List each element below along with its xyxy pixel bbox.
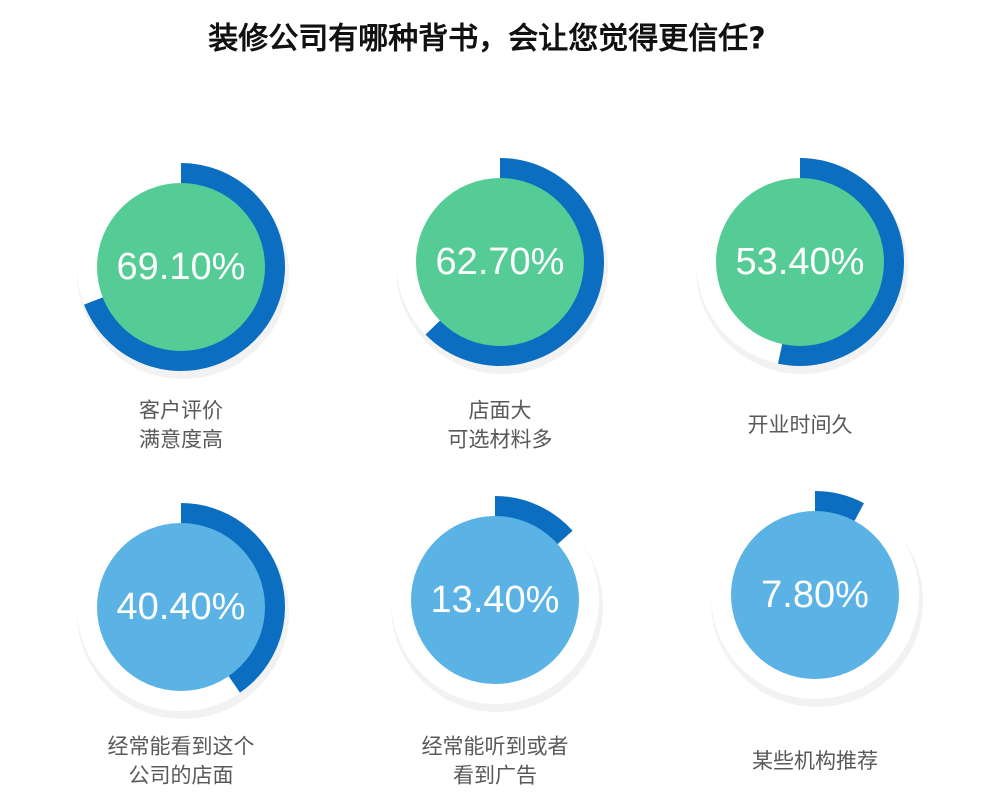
ring-arc [495, 496, 573, 549]
category-label: 经常能听到或者 [422, 735, 569, 759]
category-label: 可选材料多 [448, 428, 553, 452]
inner-circle [731, 511, 899, 679]
chart-title: 装修公司有哪种背书，会让您觉得更信任? [208, 22, 765, 57]
inner-circle [716, 178, 884, 346]
value-label: 13.40% [431, 579, 560, 621]
category-label: 客户评价 [139, 399, 223, 423]
ring-arc [777, 158, 904, 366]
value-label: 62.70% [436, 241, 565, 283]
value-label: 7.80% [761, 574, 869, 616]
category-label: 店面大 [469, 399, 532, 423]
category-label: 公司的店面 [129, 764, 234, 788]
category-label: 某些机构推荐 [752, 749, 878, 773]
category-label: 满意度高 [139, 428, 223, 452]
category-label: 看到广告 [453, 764, 537, 788]
inner-circle [411, 516, 579, 684]
category-label: 经常能看到这个 [108, 735, 255, 759]
value-label: 53.40% [736, 241, 865, 283]
inner-circle [97, 523, 265, 691]
value-label: 69.10% [117, 246, 246, 288]
value-label: 40.40% [117, 586, 246, 628]
ring-arc [181, 503, 285, 693]
inner-circle [416, 178, 584, 346]
inner-circle [97, 183, 265, 351]
category-label: 开业时间久 [748, 413, 853, 437]
